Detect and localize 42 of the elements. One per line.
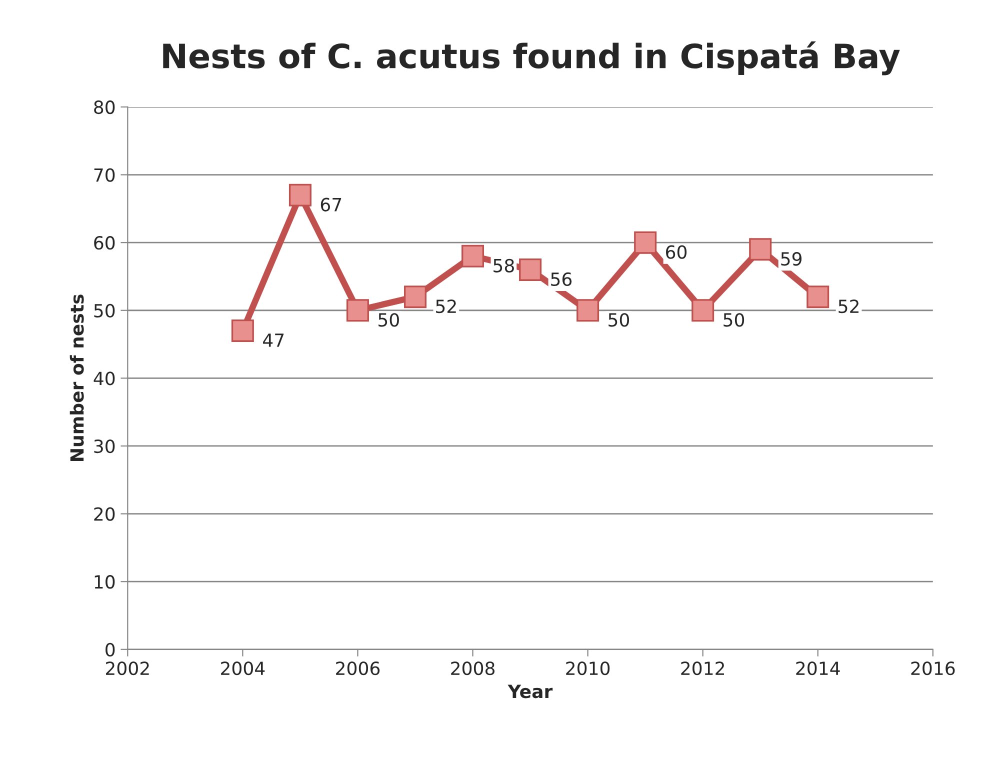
y-tick-label: 60 (94, 236, 115, 250)
point (231, 319, 254, 342)
data-label: 59 (781, 252, 802, 266)
x-tick-label: 2010 (566, 662, 610, 676)
data-label: 50 (378, 313, 399, 327)
point (576, 299, 600, 322)
x-tick-label: 2004 (221, 662, 265, 676)
x-tick-label: 2006 (336, 662, 380, 676)
point (462, 244, 484, 268)
x-tick-label: 2016 (911, 662, 955, 676)
data-label: 58 (494, 258, 514, 272)
y-tick-label: 20 (94, 507, 115, 521)
y-tick-label: 80 (94, 100, 115, 114)
y-tick-label: 40 (94, 372, 115, 386)
y-tick-label: 70 (94, 168, 115, 182)
point (634, 231, 657, 254)
x-tick-label: 2008 (451, 662, 494, 676)
data-label: 52 (838, 300, 858, 314)
data-label: 52 (436, 300, 456, 314)
point (806, 286, 830, 308)
point (404, 286, 426, 308)
point (346, 299, 369, 322)
y-tick-label: 10 (94, 575, 115, 589)
x-tick-label: 2002 (106, 662, 149, 676)
data-label: 50 (608, 313, 630, 327)
point (288, 184, 312, 206)
x-tick-label: 2012 (681, 662, 724, 676)
y-tick-label: 30 (94, 439, 115, 454)
point (519, 258, 542, 281)
y-tick-label: 50 (94, 304, 115, 318)
x-axis-title: Year (508, 684, 553, 698)
data-label: 56 (551, 272, 572, 286)
data-label: 60 (666, 245, 687, 259)
chart-title: Nests of C. acutus found in Cispatá Bay (163, 41, 900, 76)
data-label: 67 (320, 198, 342, 212)
point (692, 299, 714, 322)
y-axis-title: Number of nests (70, 294, 84, 461)
data-label: 50 (724, 313, 744, 327)
x-tick-label: 2014 (796, 662, 840, 676)
y-tick-label: 0 (106, 642, 115, 657)
data-label: 47 (263, 334, 284, 347)
point (749, 238, 772, 261)
